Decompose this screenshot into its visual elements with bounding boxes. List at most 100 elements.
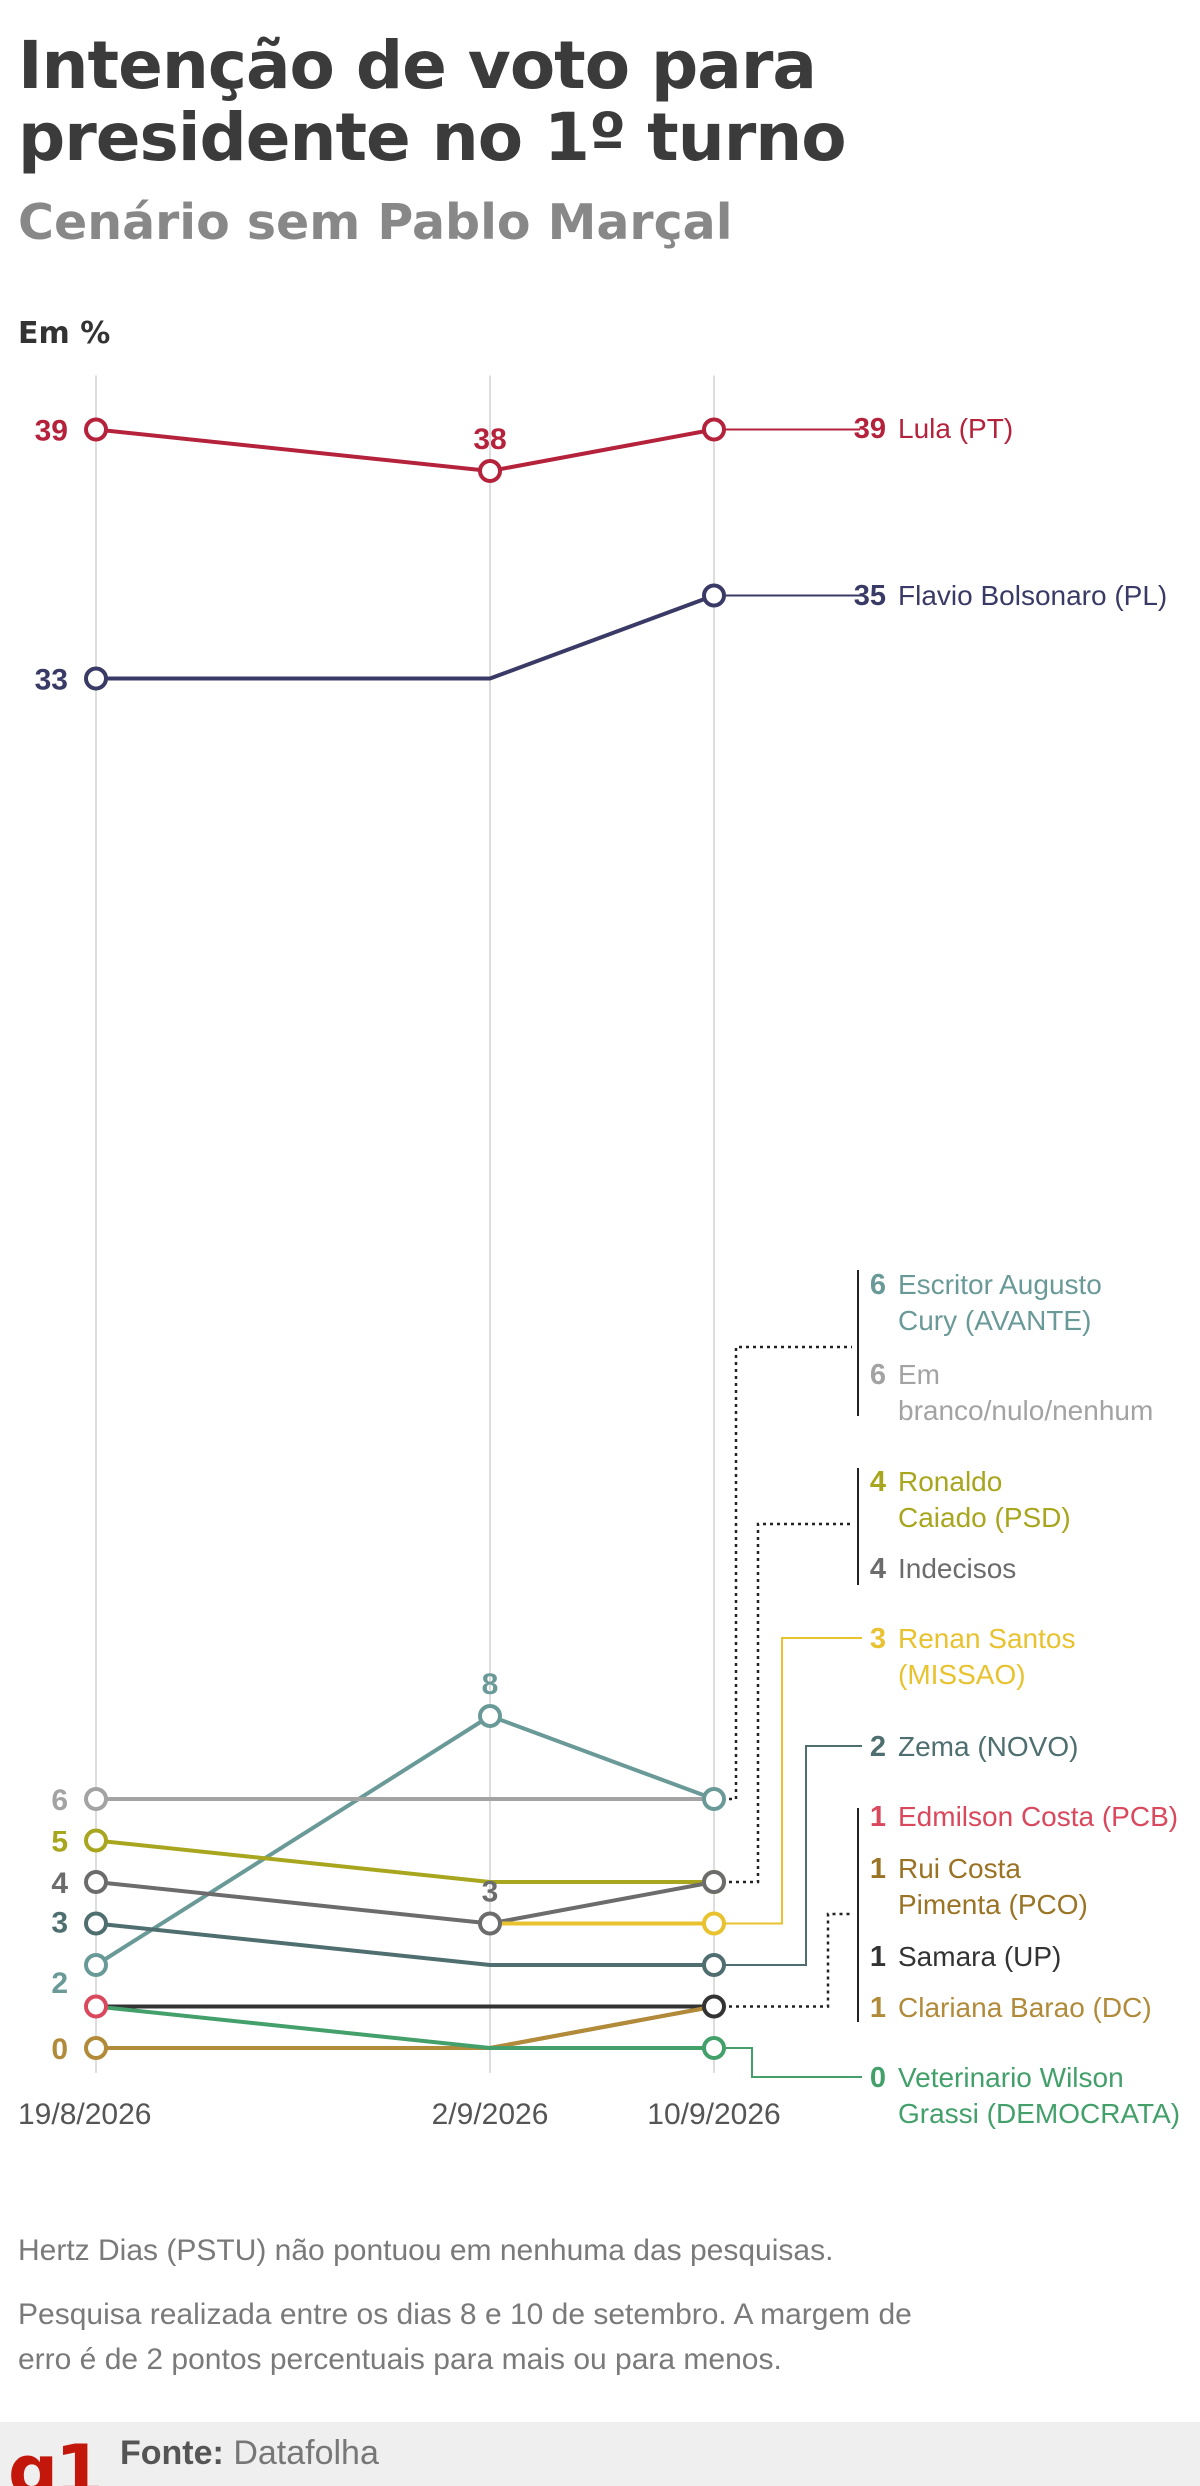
marker-s3-p2 [478, 1704, 502, 1728]
data-label-1: 39 [35, 415, 68, 448]
legend-item-11: 1 Samara (UP) [870, 1941, 1062, 1973]
data-label-10: 0 [51, 2033, 68, 2066]
legend-label-4-line-1: Em [898, 1359, 940, 1390]
series-line-2 [94, 593, 716, 681]
marker-s6-p2 [478, 1911, 502, 1936]
data-label-5: 6 [51, 1784, 68, 1817]
legend-value-9: 1 [870, 1801, 886, 1833]
legend-value-4: 6 [870, 1359, 886, 1391]
legend-item-9: 1 Edmilson Costa (PCB) [870, 1801, 1178, 1833]
legend-label-12-line-1: Clariana Barao (DC) [898, 1992, 1152, 2023]
legend-label-5-line-2: Caiado (PSD) [898, 1502, 1071, 1533]
marker-s13-p3 [702, 2036, 726, 2060]
legend-label-3-line-1: Escritor Augusto [898, 1269, 1102, 1300]
footer: g1 Fonte: Datafolha [0, 2422, 1200, 2486]
data-label-3: 33 [35, 664, 68, 697]
legend-label-8-line-1: Zema (NOVO) [898, 1731, 1078, 1762]
x-tick-label-3: 10/9/2026 [647, 2098, 780, 2131]
legend-value-5: 4 [870, 1466, 886, 1498]
marker-s8-p3 [702, 1953, 726, 1977]
connector-group-1 [722, 1912, 852, 2008]
series-line-1 [94, 427, 716, 473]
marker-s11-p3 [702, 1994, 726, 2019]
marker-s8-p1 [84, 1911, 108, 1936]
series-line-13 [94, 2004, 716, 2050]
marker-s6-p1 [84, 1870, 108, 1894]
legend-item-4: 6 Em branco/nulo/nenhum [870, 1359, 1153, 1426]
marker-s12-p1 [84, 2036, 108, 2060]
data-label-6: 5 [51, 1826, 68, 1859]
legend-value-6: 4 [870, 1553, 886, 1585]
marker-s5-p1 [84, 1828, 108, 1853]
legend-label-7-line-2: (MISSAO) [898, 1659, 1026, 1690]
legend-value-3: 6 [870, 1269, 886, 1301]
legend-item-3: 6 Escritor Augusto Cury (AVANTE) [870, 1269, 1102, 1336]
legend-item-13: 0 Veterinario Wilson Grassi (DEMOCRATA) [870, 2062, 1180, 2129]
marker-s3-p3 [702, 1787, 726, 1811]
legend-label-9-line-1: Edmilson Costa (PCB) [898, 1801, 1178, 1832]
series-line-10 [94, 2004, 716, 2050]
chart-title: Intenção de voto para presidente no 1º t… [18, 27, 847, 176]
legend-layer: 39 Lula (PT) 35 Flavio Bolsonaro (PL) 6 Escri… [854, 413, 1180, 2129]
legend-item-8: 2 Zema (NOVO) [870, 1731, 1079, 1763]
note-pstu: Hertz Dias (PSTU) não pontuou em nenhuma… [18, 2234, 834, 2267]
series-line-8 [94, 1921, 716, 1967]
marker-s1-p1 [84, 417, 108, 442]
legend-label-7-line-1: Renan Santos [898, 1623, 1075, 1654]
legend-label-5-line-1: Ronaldo [898, 1466, 1002, 1497]
legend-label-13-line-2: Grassi (DEMOCRATA) [898, 2098, 1180, 2129]
legend-label-3-line-2: Cury (AVANTE) [898, 1305, 1091, 1336]
series-line-12 [94, 2004, 716, 2050]
series-line-3 [94, 1714, 716, 1967]
legend-value-13: 0 [870, 2062, 886, 2094]
label-layer: 39 38 33 8 6 5 4 3 2 0 3 [35, 415, 507, 2067]
marker-s2-p1 [84, 666, 108, 691]
connector-renan [724, 1637, 862, 1925]
marker-s1-p3 [702, 417, 726, 442]
data-label-4: 8 [482, 1668, 499, 1701]
legend-value-10: 1 [870, 1853, 886, 1885]
legend-value-12: 1 [870, 1992, 886, 2024]
legend-label-4-line-2: branco/nulo/nenhum [898, 1395, 1153, 1426]
x-tick-label-1: 19/8/2026 [18, 2098, 151, 2131]
legend-label-6-line-1: Indecisos [898, 1553, 1016, 1584]
legend-item-1: 39 Lula (PT) [854, 413, 1013, 445]
series-line-6 [94, 1880, 716, 1926]
legend-label-2-line-1: Flavio Bolsonaro (PL) [898, 580, 1167, 611]
marker-s2-p3 [702, 583, 726, 608]
legend-label-13-line-1: Veterinario Wilson [898, 2062, 1124, 2093]
connector-layer [722, 428, 862, 2078]
note-methodology: Pesquisa realizada entre os dias 8 e 10 … [18, 2298, 912, 2376]
connector-cury-branco [722, 1345, 852, 1801]
marker-s4-p1 [84, 1787, 108, 1811]
legend-item-2: 35 Flavio Bolsonaro (PL) [854, 580, 1168, 612]
legend-item-12: 1 Clariana Barao (DC) [870, 1992, 1152, 2024]
legend-value-1: 39 [854, 413, 886, 445]
chart-subtitle: Cenário sem Pablo Marçal [18, 194, 733, 251]
g1-logo: g1 [8, 2430, 104, 2486]
data-label-2: 38 [473, 423, 506, 456]
data-label-11: 3 [482, 1876, 499, 1909]
connector-wilson [724, 2047, 862, 2078]
legend-value-2: 35 [854, 580, 886, 612]
series-line-5 [94, 1838, 716, 1884]
source-value: Datafolha [233, 2434, 379, 2472]
legend-item-6: 4 Indecisos [870, 1553, 1016, 1585]
legend-value-8: 2 [870, 1731, 886, 1763]
data-label-7: 4 [51, 1867, 68, 1900]
line-chart: 39 38 33 8 6 5 4 3 2 0 3 39 Lula (PT) 35 Flavio Bolso… [18, 375, 1180, 2131]
source-label: Fonte: [120, 2434, 224, 2472]
legend-label-10-line-1: Rui Costa [898, 1853, 1021, 1884]
x-tick-label-2: 2/9/2026 [432, 2098, 549, 2131]
series-layer [84, 417, 726, 2060]
legend-item-7: 3 Renan Santos (MISSAO) [870, 1623, 1076, 1690]
marker-s6-p3 [702, 1870, 726, 1894]
marker-s1-p2 [478, 459, 502, 483]
data-label-9: 2 [51, 1967, 68, 2000]
legend-item-10: 1 Rui Costa Pimenta (PCO) [870, 1853, 1088, 1920]
connector-caiado-indecisos [722, 1522, 852, 1884]
marker-s7-p3 [702, 1911, 726, 1936]
unit-label: Em % [18, 316, 111, 351]
data-label-8: 3 [51, 1907, 68, 1940]
marker-s9-p1 [84, 1994, 108, 2019]
